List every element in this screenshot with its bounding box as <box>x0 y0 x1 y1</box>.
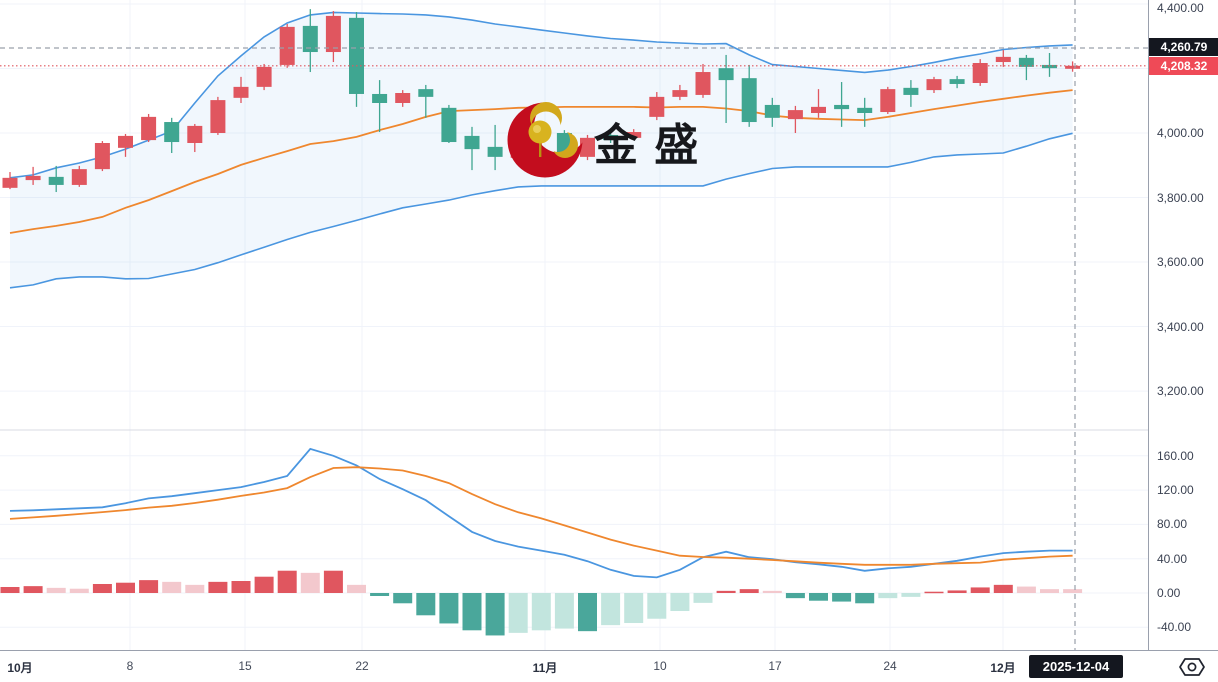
brand-name: 金 盛 <box>594 121 701 170</box>
macd-histogram <box>0 570 1083 636</box>
price-axis[interactable]: 4,260.79 4,208.32 4,400.00 4,000.00 3,800.… <box>1148 0 1218 650</box>
time-tick-label: 12月 <box>990 661 1016 675</box>
price-tick-label: 3,200.00 <box>1157 384 1204 399</box>
indicator-tick-label: 0.00 <box>1157 586 1181 600</box>
price-tick-label: 3,400.00 <box>1157 319 1204 334</box>
indicator-tick-label: 120.00 <box>1157 483 1194 498</box>
indicator-tick-label: -40.00 <box>1157 620 1192 635</box>
macd-signal-line <box>9 466 1073 566</box>
time-tick-label: 10月 <box>7 661 33 675</box>
bollinger-upper-band <box>9 11 1073 179</box>
time-tick-label: 24 <box>883 659 897 673</box>
brand-logo-icon <box>507 102 583 178</box>
time-tick-label: 15 <box>238 659 252 673</box>
price-tick-label: 3,600.00 <box>1157 255 1204 270</box>
time-tick-label: 22 <box>355 659 369 673</box>
indicator-tick-label: 40.00 <box>1157 551 1188 566</box>
crosshair-price-badge: 4,260.79 <box>1149 38 1218 56</box>
brand-watermark: 金 盛 <box>503 101 700 181</box>
time-tick-label: 17 <box>768 659 782 673</box>
time-axis[interactable]: 2025-12-04 10月 8 15 22 11月 10 17 24 12月 <box>0 650 1218 682</box>
axis-settings-icon[interactable] <box>1178 655 1206 679</box>
indicator-tick-label: 80.00 <box>1157 517 1188 532</box>
bollinger-lower-band <box>9 132 1073 289</box>
price-tick-label: 4,400.00 <box>1157 1 1204 15</box>
macd-line <box>9 447 1073 579</box>
time-tick-label: 11月 <box>532 661 558 675</box>
crosshair-date-badge: 2025-12-04 <box>1029 655 1123 678</box>
last-price-badge: 4,208.32 <box>1149 57 1218 75</box>
time-tick-label: 8 <box>126 659 134 673</box>
price-tick-label: 3,800.00 <box>1157 190 1204 205</box>
indicator-tick-label: 160.00 <box>1157 448 1194 463</box>
price-tick-label: 4,000.00 <box>1157 126 1204 140</box>
time-tick-label: 10 <box>653 659 667 673</box>
